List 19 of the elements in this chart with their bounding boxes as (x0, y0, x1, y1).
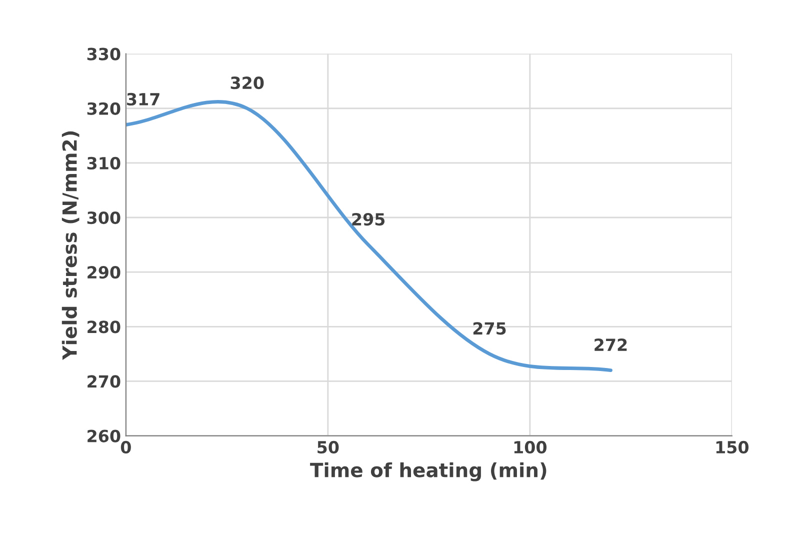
y-tick-label: 310 (87, 156, 120, 170)
x-tick-label: 150 (716, 440, 749, 454)
y-tick-label: 290 (88, 266, 120, 279)
data-label: 317 (127, 92, 160, 106)
x-tick-label: 0 (120, 440, 131, 454)
y-axis-title: Yield stress (N/mm2) (62, 131, 80, 360)
data-label: 320 (230, 76, 264, 90)
y-tick-label: 330 (87, 48, 120, 60)
y-tick-label: 320 (87, 102, 120, 115)
y-tick-label: 300 (87, 211, 120, 224)
y-tick-label: 280 (88, 320, 120, 334)
data-label: 275 (473, 322, 506, 335)
data-label: 272 (594, 338, 627, 351)
x-axis-title: Time of heating (min) (310, 462, 546, 482)
x-tick-label: 50 (318, 440, 339, 454)
x-tick-label: 100 (514, 440, 547, 454)
y-tick-label: 260 (88, 430, 120, 442)
data-label: 295 (352, 212, 385, 226)
y-tick-label: 270 (88, 375, 120, 388)
